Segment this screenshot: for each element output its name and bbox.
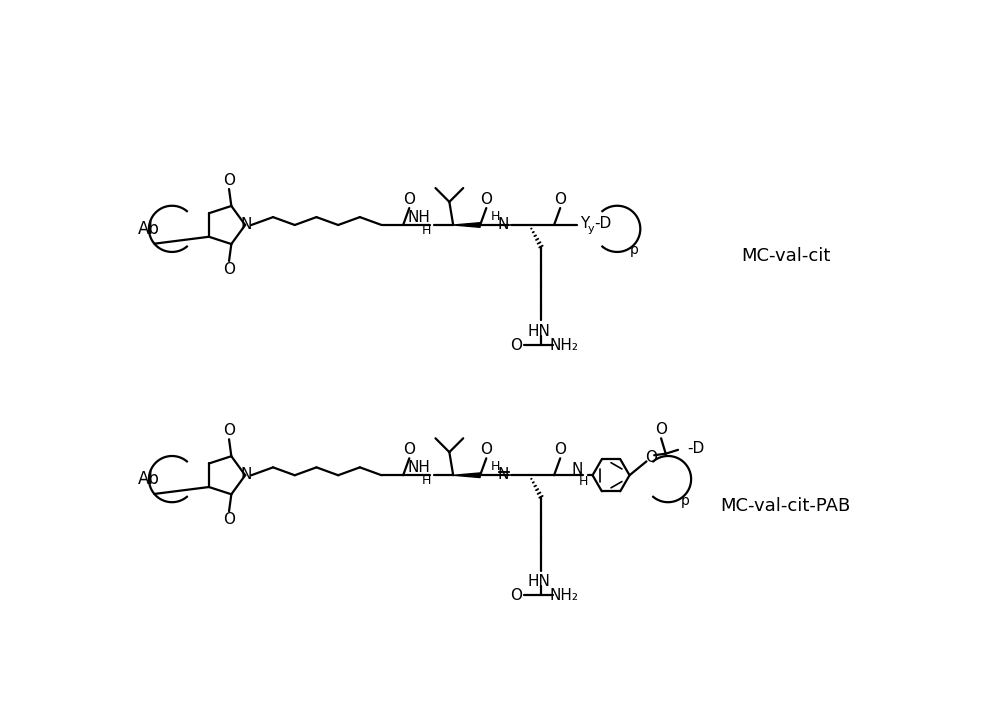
Text: HN: HN bbox=[527, 324, 550, 338]
Text: NH₂: NH₂ bbox=[549, 338, 578, 353]
Text: Ab: Ab bbox=[138, 220, 160, 238]
Text: O: O bbox=[655, 423, 667, 437]
Text: p: p bbox=[680, 494, 689, 508]
Text: O: O bbox=[223, 512, 235, 527]
Text: N: N bbox=[571, 462, 582, 477]
Text: O: O bbox=[554, 192, 566, 207]
Text: O: O bbox=[223, 173, 235, 188]
Text: MC-val-cit-PAB: MC-val-cit-PAB bbox=[720, 497, 851, 515]
Text: Ab: Ab bbox=[138, 470, 160, 488]
Text: p: p bbox=[629, 243, 638, 258]
Text: HN: HN bbox=[527, 574, 550, 589]
Text: NH: NH bbox=[408, 460, 430, 475]
Text: N: N bbox=[498, 217, 508, 232]
Text: Y: Y bbox=[580, 216, 589, 231]
Text: O: O bbox=[510, 338, 522, 353]
Polygon shape bbox=[454, 222, 481, 228]
Text: H: H bbox=[491, 210, 500, 223]
Text: N: N bbox=[241, 467, 252, 482]
Text: O: O bbox=[481, 192, 493, 207]
Text: MC-val-cit: MC-val-cit bbox=[741, 247, 830, 265]
Text: O: O bbox=[404, 192, 416, 207]
Text: N: N bbox=[498, 467, 508, 482]
Text: y: y bbox=[588, 224, 594, 234]
Text: H: H bbox=[422, 474, 431, 487]
Text: H: H bbox=[491, 460, 500, 473]
Text: N: N bbox=[241, 217, 252, 232]
Text: -D: -D bbox=[594, 216, 611, 231]
Text: O: O bbox=[554, 442, 566, 457]
Text: O: O bbox=[510, 588, 522, 603]
Text: O: O bbox=[223, 262, 235, 277]
Text: NH₂: NH₂ bbox=[549, 588, 578, 603]
Text: -D: -D bbox=[687, 441, 704, 456]
Text: O: O bbox=[404, 442, 416, 457]
Text: H: H bbox=[422, 224, 431, 237]
Text: H: H bbox=[578, 475, 588, 488]
Text: NH: NH bbox=[408, 210, 430, 225]
Text: O: O bbox=[223, 423, 235, 438]
Text: O: O bbox=[481, 442, 493, 457]
Polygon shape bbox=[454, 473, 481, 477]
Text: O: O bbox=[645, 450, 657, 465]
